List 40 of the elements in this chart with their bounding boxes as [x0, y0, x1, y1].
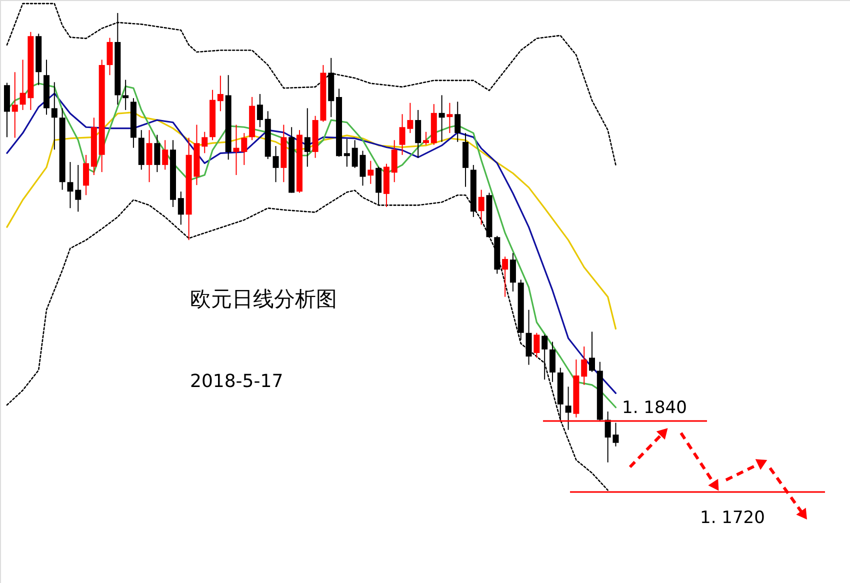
candlestick: [502, 256, 508, 298]
annotation: 2018-5-17: [190, 371, 284, 392]
candlestick: [526, 309, 532, 366]
candlestick: [256, 94, 263, 128]
candlestick: [154, 134, 160, 173]
annotation: 欧元日线分析图: [190, 287, 337, 311]
candlestick: [162, 140, 168, 170]
candlestick: [217, 75, 224, 112]
candlestick: [344, 138, 350, 168]
candlestick: [478, 189, 484, 226]
candlestick: [241, 132, 248, 166]
candlestick: [146, 130, 152, 183]
candlestick: [549, 341, 556, 382]
candlestick: [178, 191, 184, 226]
candlestick: [272, 146, 279, 183]
candlestick: [75, 164, 82, 212]
candlestick: [415, 109, 422, 158]
candlestick: [534, 332, 540, 358]
ref-line-label: 1. 1840: [622, 398, 687, 418]
candlestick: [304, 108, 310, 168]
candlestick: [83, 154, 90, 196]
candlestick: [12, 72, 18, 138]
candlestick: [51, 82, 58, 150]
candlestick: [106, 37, 113, 76]
candlestick: [454, 101, 461, 142]
candlestick: [438, 94, 445, 142]
candlestick: [510, 252, 516, 292]
candlestick: [422, 131, 429, 146]
candlestick: [589, 331, 596, 372]
candlestick: [67, 162, 74, 209]
candlestick: [446, 102, 453, 134]
candlestick: [233, 124, 240, 176]
candlestick: [202, 131, 208, 154]
candlestick: [542, 334, 548, 380]
candlestick: [565, 386, 572, 430]
candlestick: [581, 346, 588, 386]
legend-label: 1. 1720: [700, 508, 765, 528]
candlestick: [391, 140, 398, 183]
candlestick: [122, 79, 129, 110]
candlestick: [368, 160, 374, 184]
